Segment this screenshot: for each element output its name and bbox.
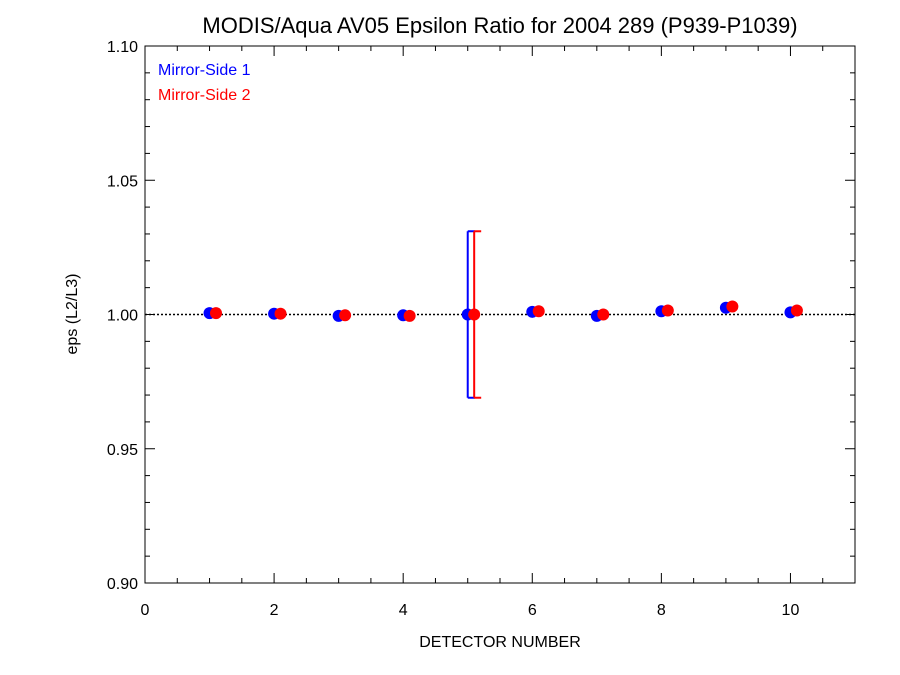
data-point-ms2	[790, 304, 803, 317]
data-point-ms2	[532, 305, 545, 318]
data-point-ms2	[339, 309, 352, 322]
axis-tick-labels: 0 2 4 6 8 10 0.90 0.95 1.00 1.05 1.10	[107, 39, 800, 619]
y-tick-label: 1.00	[107, 308, 138, 325]
y-tick-label: 1.10	[107, 39, 138, 56]
data-point-ms2	[597, 308, 610, 321]
x-tick-label: 2	[270, 602, 279, 619]
y-tick-label: 1.05	[107, 173, 138, 190]
y-axis-label: eps (L2/L3)	[64, 274, 81, 355]
data-point-ms2	[468, 308, 481, 321]
chart-title: MODIS/Aqua AV05 Epsilon Ratio for 2004 2…	[202, 13, 797, 38]
x-axis-label: DETECTOR NUMBER	[419, 634, 581, 651]
plot-frame	[144, 45, 856, 584]
data-marks	[203, 230, 803, 399]
x-tick-label: 8	[657, 602, 666, 619]
data-point-ms2	[726, 300, 739, 313]
data-point-ms2	[661, 304, 674, 317]
legend-mirror-side-1: Mirror-Side 1	[158, 62, 251, 79]
y-tick-label: 0.95	[107, 442, 138, 459]
x-tick-label: 4	[399, 602, 408, 619]
legend-mirror-side-2: Mirror-Side 2	[158, 87, 251, 104]
data-point-ms2	[274, 307, 287, 320]
x-tick-label: 10	[782, 602, 800, 619]
axis-ticks	[144, 45, 856, 584]
x-tick-label: 6	[528, 602, 537, 619]
x-tick-label: 0	[141, 602, 150, 619]
data-point-ms2	[210, 307, 222, 320]
data-point-ms2	[403, 309, 416, 322]
y-tick-label: 0.90	[107, 576, 138, 593]
